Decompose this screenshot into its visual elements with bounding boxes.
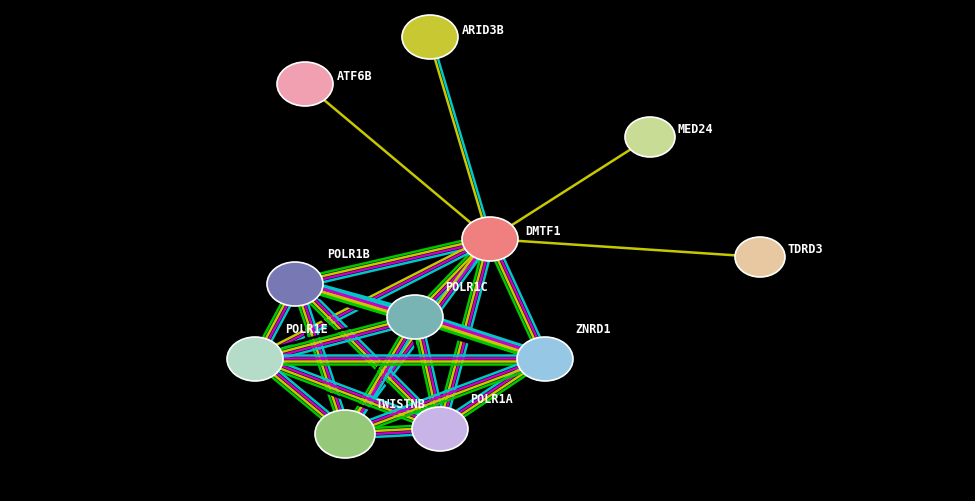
Ellipse shape xyxy=(277,63,333,107)
Text: ATF6B: ATF6B xyxy=(337,70,372,83)
Ellipse shape xyxy=(735,237,785,278)
Text: TDRD3: TDRD3 xyxy=(788,243,824,256)
Ellipse shape xyxy=(517,337,573,381)
Text: ARID3B: ARID3B xyxy=(462,24,505,37)
Text: DMTF1: DMTF1 xyxy=(525,225,561,238)
Text: ZNRD1: ZNRD1 xyxy=(575,323,610,336)
Text: MED24: MED24 xyxy=(678,123,714,136)
Text: POLR1C: POLR1C xyxy=(445,281,488,294)
Ellipse shape xyxy=(402,16,458,60)
Text: POLR1E: POLR1E xyxy=(285,323,328,336)
Ellipse shape xyxy=(412,407,468,451)
Text: TWISTNB: TWISTNB xyxy=(375,398,425,411)
Ellipse shape xyxy=(462,217,518,262)
Text: POLR1A: POLR1A xyxy=(470,393,513,406)
Ellipse shape xyxy=(227,337,283,381)
Ellipse shape xyxy=(267,263,323,307)
Ellipse shape xyxy=(315,410,375,458)
Ellipse shape xyxy=(387,296,443,339)
Ellipse shape xyxy=(625,118,675,158)
Text: POLR1B: POLR1B xyxy=(327,248,370,261)
